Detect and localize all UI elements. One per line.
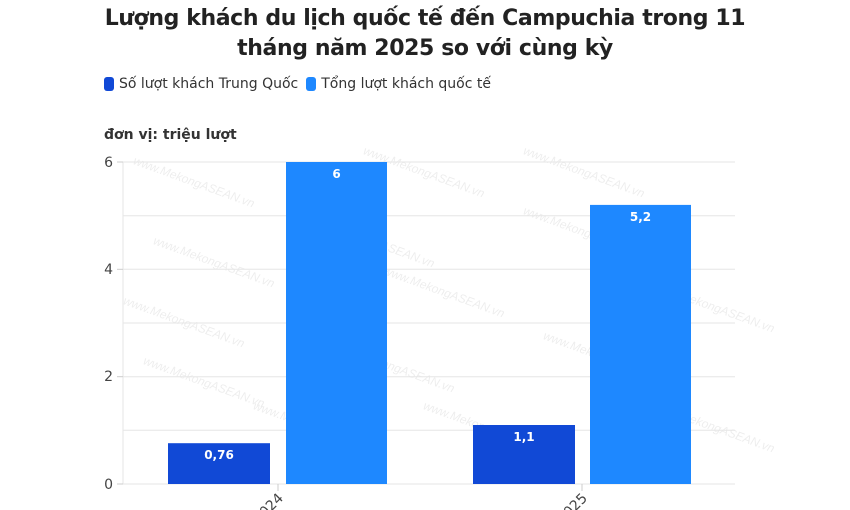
data-labels: 0,76 6 1,1 5,2 [204, 167, 651, 462]
x-tick-label-2024: 2024 [250, 490, 287, 510]
chart-title-line2: tháng năm 2025 so với cùng kỳ [237, 36, 613, 61]
legend-swatch-china [104, 77, 114, 91]
series-china [168, 425, 575, 484]
legend-label-total: Tổng lượt khách quốc tế [321, 76, 491, 92]
bar-2024-china[interactable] [168, 443, 270, 484]
chart-title: Lượng khách du lịch quốc tế đến Campuchi… [0, 4, 850, 64]
data-label-2025-china: 1,1 [513, 430, 534, 444]
y-tick-label-4: 4 [104, 262, 113, 278]
y-tick-label-6: 6 [104, 155, 113, 171]
x-tick-labels: 2024 2025 [250, 490, 591, 510]
bar-2024-total[interactable] [286, 162, 387, 484]
bar-2025-china[interactable] [473, 425, 575, 484]
chart-title-line1: Lượng khách du lịch quốc tế đến Campuchi… [104, 6, 746, 31]
y-tick-labels: 6 4 2 0 [104, 155, 113, 493]
y-ticks [117, 161, 123, 485]
data-label-2024-total: 6 [332, 167, 340, 181]
y-tick-label-2: 2 [104, 369, 113, 385]
unit-label: đơn vị: triệu lượt [104, 127, 237, 143]
x-ticks [277, 484, 583, 491]
legend-item-china[interactable]: Số lượt khách Trung Quốc [104, 76, 298, 92]
x-tick-label-2025: 2025 [554, 491, 591, 510]
bar-2025-total[interactable] [590, 204, 691, 484]
data-label-2024-china: 0,76 [204, 448, 234, 462]
data-label-2025-total: 5,2 [630, 210, 651, 224]
legend-item-total[interactable]: Tổng lượt khách quốc tế [306, 76, 491, 92]
legend-label-china: Số lượt khách Trung Quốc [119, 76, 299, 92]
legend: Số lượt khách Trung Quốc Tổng lượt khách… [104, 76, 499, 92]
series-total [286, 162, 691, 484]
legend-swatch-total [306, 77, 317, 91]
y-tick-label-0: 0 [104, 477, 113, 493]
